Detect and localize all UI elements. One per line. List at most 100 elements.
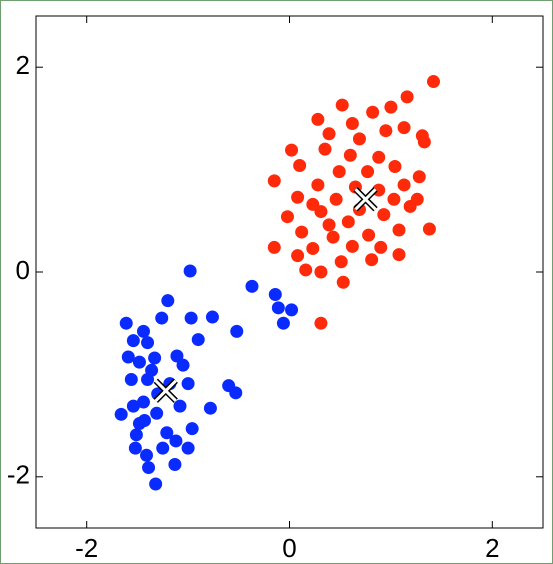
point bbox=[271, 301, 285, 315]
point bbox=[285, 303, 299, 317]
point bbox=[176, 358, 190, 372]
point bbox=[150, 406, 164, 420]
point bbox=[141, 336, 155, 350]
point bbox=[169, 434, 183, 448]
point bbox=[379, 124, 393, 138]
point bbox=[417, 135, 431, 149]
point bbox=[280, 210, 294, 224]
point bbox=[191, 333, 205, 347]
y-tick-label: 2 bbox=[16, 50, 30, 80]
point bbox=[230, 324, 244, 338]
point bbox=[276, 316, 290, 330]
point bbox=[267, 174, 281, 188]
point bbox=[168, 458, 182, 472]
point bbox=[392, 248, 406, 262]
point bbox=[160, 426, 174, 440]
point bbox=[132, 355, 146, 369]
point bbox=[335, 98, 349, 112]
point bbox=[388, 160, 402, 174]
point bbox=[329, 192, 343, 206]
point bbox=[299, 263, 313, 277]
point bbox=[332, 165, 346, 179]
point bbox=[293, 159, 307, 173]
point bbox=[170, 349, 184, 363]
centroid bbox=[354, 188, 377, 211]
point bbox=[374, 240, 388, 254]
point bbox=[314, 316, 328, 330]
point bbox=[129, 428, 143, 442]
point bbox=[366, 105, 380, 119]
point bbox=[121, 350, 135, 364]
y-tick-label: 0 bbox=[16, 255, 30, 285]
point bbox=[285, 143, 299, 157]
point bbox=[142, 461, 156, 475]
point bbox=[361, 165, 375, 179]
point bbox=[295, 225, 309, 239]
point bbox=[345, 117, 359, 131]
point bbox=[422, 222, 436, 236]
point bbox=[245, 279, 259, 293]
point bbox=[161, 294, 175, 308]
point bbox=[128, 441, 142, 455]
point bbox=[126, 334, 140, 348]
centroid bbox=[154, 379, 177, 402]
point bbox=[184, 311, 198, 325]
point bbox=[185, 422, 199, 436]
y-tick-label: -2 bbox=[7, 460, 30, 490]
point bbox=[119, 316, 133, 330]
point bbox=[140, 448, 154, 462]
point bbox=[322, 218, 336, 232]
point bbox=[136, 324, 150, 338]
point bbox=[387, 192, 401, 206]
point bbox=[148, 351, 162, 365]
point bbox=[173, 399, 187, 413]
point bbox=[181, 441, 195, 455]
point bbox=[314, 265, 328, 279]
point bbox=[426, 75, 440, 89]
point bbox=[181, 377, 195, 391]
point bbox=[291, 190, 305, 204]
point bbox=[397, 121, 411, 135]
point bbox=[229, 386, 243, 400]
point bbox=[267, 240, 281, 254]
point bbox=[318, 142, 332, 156]
point bbox=[126, 399, 140, 413]
point bbox=[343, 148, 357, 162]
axes-box bbox=[35, 15, 544, 529]
point bbox=[311, 112, 325, 126]
point bbox=[124, 373, 138, 387]
point bbox=[306, 197, 320, 211]
point bbox=[336, 275, 350, 289]
point bbox=[291, 249, 305, 263]
point bbox=[203, 401, 217, 415]
point bbox=[114, 407, 128, 421]
point bbox=[149, 477, 163, 491]
point bbox=[326, 230, 340, 244]
point bbox=[268, 288, 282, 302]
point bbox=[183, 264, 197, 278]
point bbox=[145, 363, 159, 377]
point bbox=[334, 255, 348, 269]
point bbox=[137, 413, 151, 427]
point bbox=[392, 223, 406, 237]
point bbox=[397, 178, 411, 192]
x-tick-label: 2 bbox=[485, 533, 499, 563]
point bbox=[205, 310, 219, 324]
point bbox=[322, 127, 336, 141]
point bbox=[341, 215, 355, 229]
point bbox=[372, 150, 386, 164]
x-tick-label: -2 bbox=[75, 533, 98, 563]
point bbox=[384, 100, 398, 114]
point bbox=[400, 90, 414, 104]
point bbox=[352, 132, 366, 146]
point bbox=[362, 228, 376, 242]
point bbox=[156, 441, 170, 455]
point bbox=[365, 253, 379, 267]
point bbox=[412, 170, 426, 184]
point bbox=[345, 239, 359, 253]
point bbox=[306, 241, 320, 255]
point bbox=[155, 311, 169, 325]
point bbox=[311, 178, 325, 192]
point bbox=[410, 192, 424, 206]
